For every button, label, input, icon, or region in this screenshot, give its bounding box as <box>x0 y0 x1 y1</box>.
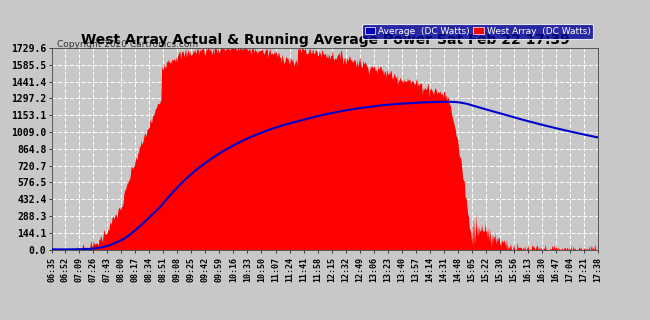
Title: West Array Actual & Running Average Power Sat Feb 22 17:39: West Array Actual & Running Average Powe… <box>81 33 569 47</box>
Legend: Average  (DC Watts), West Array  (DC Watts): Average (DC Watts), West Array (DC Watts… <box>362 24 593 39</box>
Text: Copyright 2020 Cartronics.com: Copyright 2020 Cartronics.com <box>57 40 199 49</box>
